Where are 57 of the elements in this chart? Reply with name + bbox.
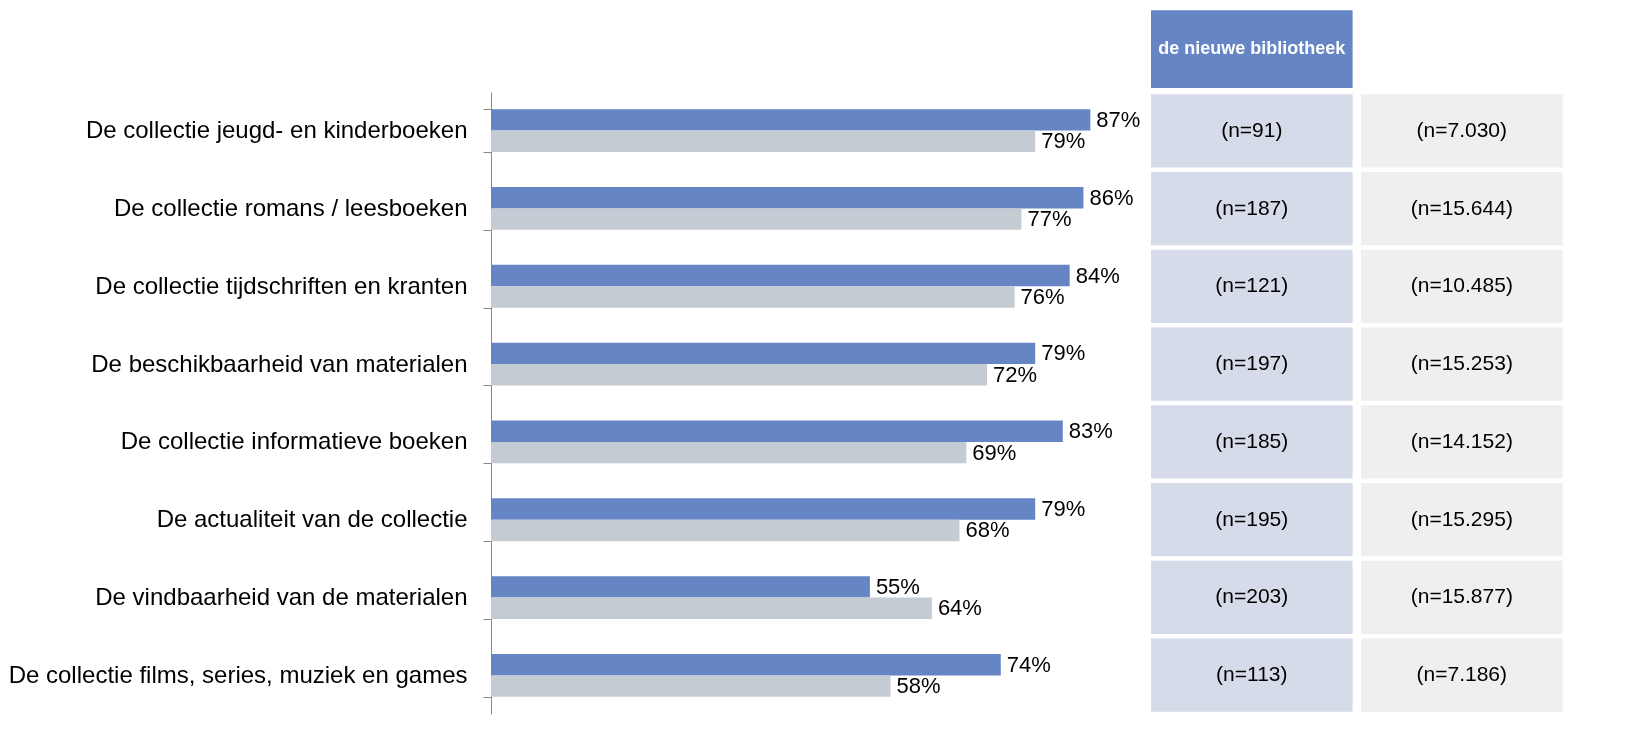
bar xyxy=(491,264,1070,287)
text: (n=203) xyxy=(1215,584,1289,608)
text: (n=7.186) xyxy=(1416,662,1508,686)
text: (n=14.152) xyxy=(1410,428,1513,452)
text: (n=10.485) xyxy=(1410,273,1513,297)
y-tick-label: De beschikbaarheid van materialen xyxy=(91,349,468,377)
bar xyxy=(491,654,1001,676)
text: (n=91) xyxy=(1221,117,1283,141)
bar xyxy=(491,286,1015,308)
text: (n=195) xyxy=(1215,506,1289,530)
text: (n=15.644) xyxy=(1410,195,1513,219)
y-tick-label: De collectie romans / leesboeken xyxy=(113,193,468,221)
data-label: 77% xyxy=(1027,206,1072,232)
data-label: 64% xyxy=(937,595,982,621)
y-tick-label: De vindbaarheid van de materialen xyxy=(95,583,468,611)
data-label: 58% xyxy=(896,673,941,699)
bar xyxy=(491,597,932,620)
y-tick-label: De collectie films, series, muziek en games xyxy=(8,660,468,688)
text: (n=15.877) xyxy=(1410,584,1513,608)
text: (n=7.030) xyxy=(1416,117,1508,141)
bar xyxy=(491,498,1036,520)
text: (n=15.253) xyxy=(1410,351,1513,375)
bar xyxy=(491,208,1022,230)
bar xyxy=(491,130,1036,152)
data-label: 79% xyxy=(1041,128,1086,154)
text: (n=197) xyxy=(1215,351,1289,375)
data-label: 55% xyxy=(875,573,920,599)
bar xyxy=(491,519,960,542)
text: (n=113) xyxy=(1216,662,1288,686)
bar xyxy=(491,364,987,386)
bar xyxy=(491,576,870,598)
bar xyxy=(491,441,967,464)
data-label: 86% xyxy=(1089,184,1134,210)
bar xyxy=(491,186,1084,209)
data-label: 68% xyxy=(965,517,1010,543)
data-label: 76% xyxy=(1020,283,1065,309)
y-tick-label: De actualiteit van de collectie xyxy=(156,505,468,533)
data-label: 79% xyxy=(1041,340,1086,366)
text: de nieuwe bibliotheek xyxy=(1158,38,1347,59)
text: (n=187) xyxy=(1215,195,1289,219)
text: (n=121) xyxy=(1215,273,1289,297)
data-label: 87% xyxy=(1096,106,1141,132)
data-label: 72% xyxy=(993,361,1038,387)
data-label: 79% xyxy=(1041,496,1086,522)
bar xyxy=(491,675,891,697)
bar xyxy=(491,109,1091,131)
y-tick-label: De collectie informatieve boeken xyxy=(120,427,468,455)
data-label: 69% xyxy=(972,439,1017,465)
bar xyxy=(491,420,1063,442)
text: (n=15.295) xyxy=(1410,506,1513,530)
data-label: 83% xyxy=(1068,418,1113,444)
y-tick-label: De collectie jeugd- en kinderboeken xyxy=(85,116,468,144)
data-label: 74% xyxy=(1006,651,1051,677)
data-label: 84% xyxy=(1075,262,1120,288)
y-tick-label: De collectie tijdschriften en kranten xyxy=(95,271,468,299)
bar xyxy=(491,342,1036,365)
text: (n=185) xyxy=(1215,428,1289,452)
